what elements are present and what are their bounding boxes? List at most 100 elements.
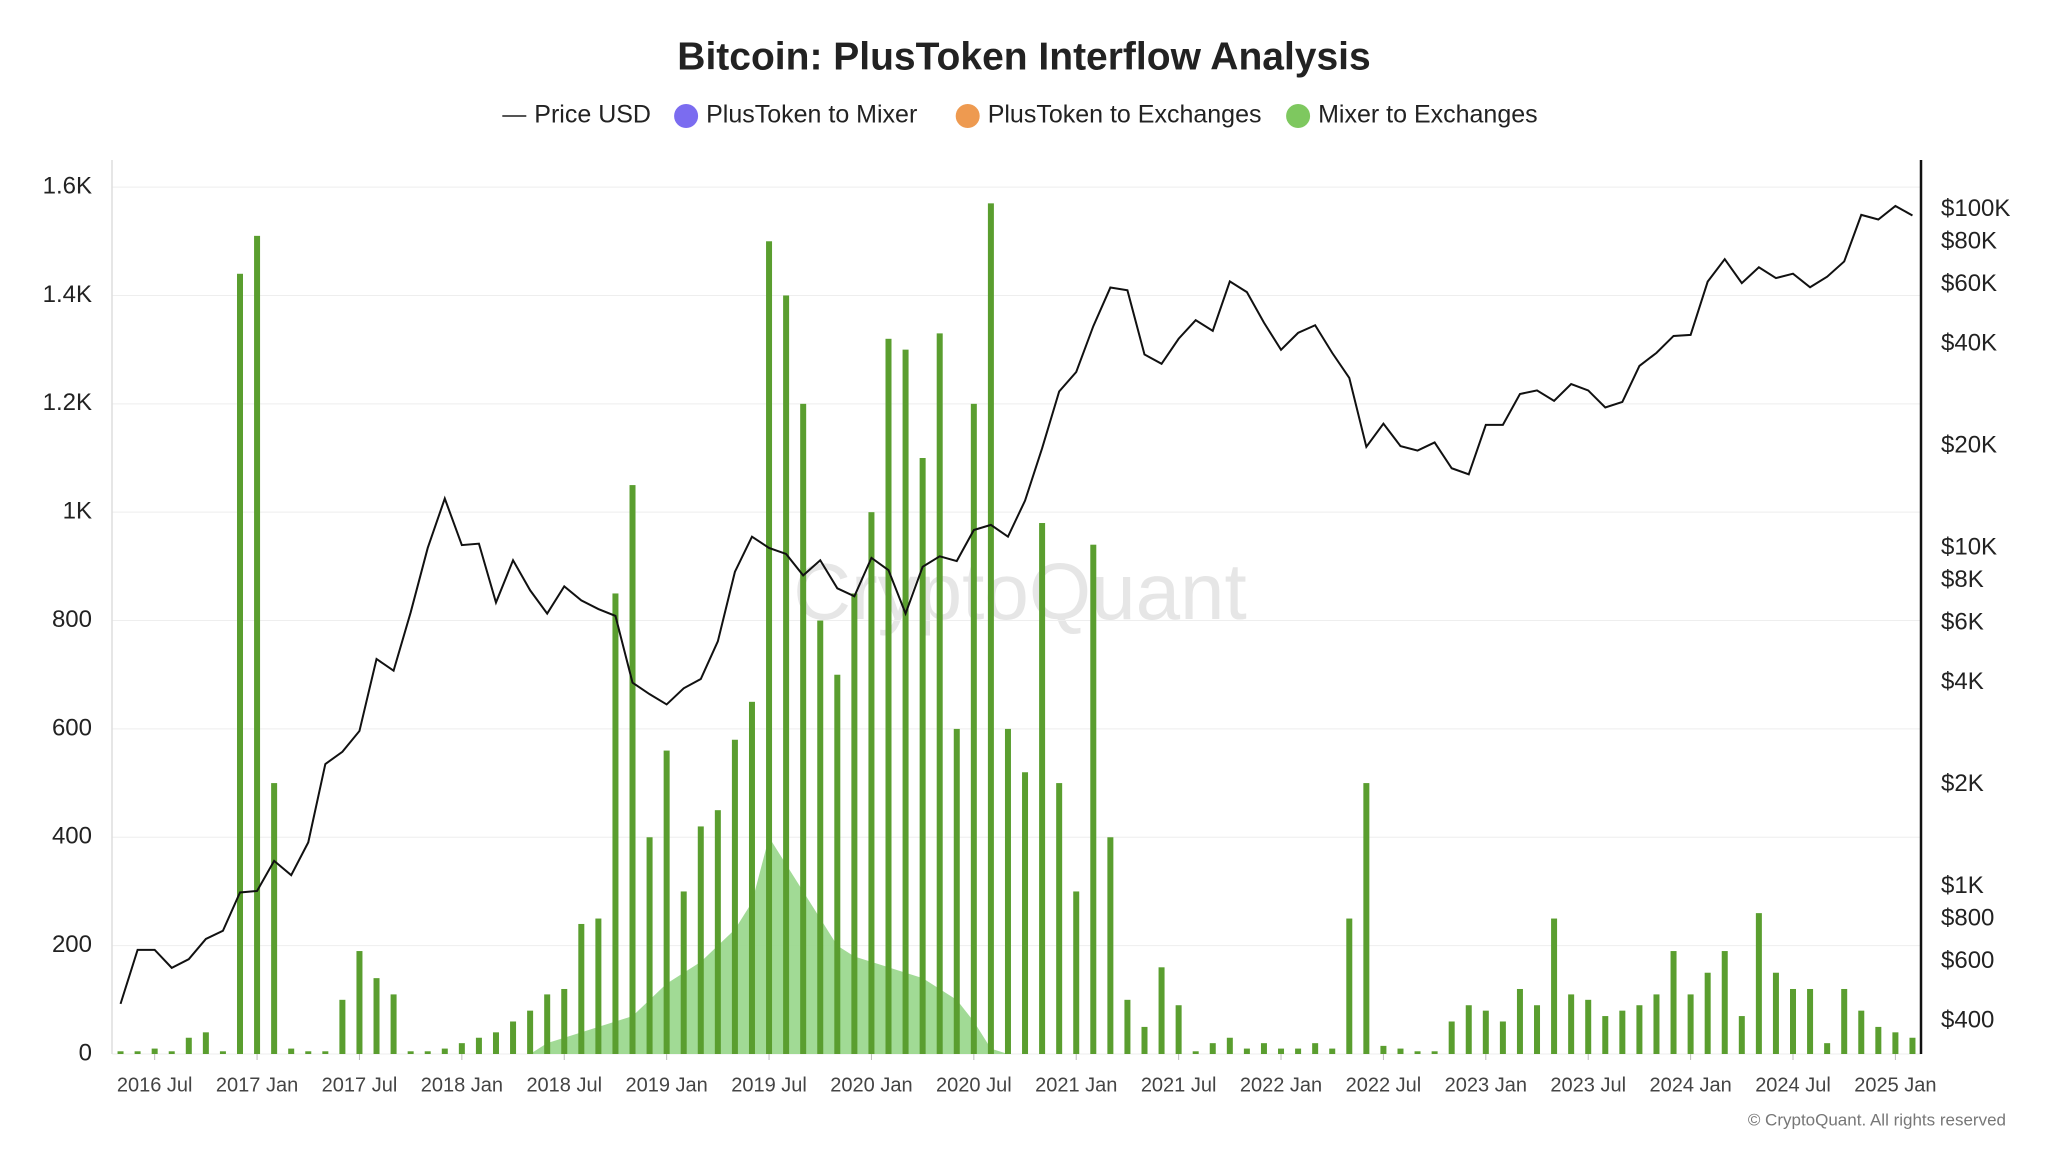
price-line	[119, 204, 1913, 1005]
y2-tick-label: $60K	[1941, 270, 1997, 297]
x-tick-label: 2023 Jul	[1550, 1074, 1626, 1096]
bar	[1260, 1043, 1267, 1054]
bar	[1039, 523, 1046, 1054]
bar	[339, 999, 346, 1054]
bar	[953, 728, 960, 1054]
y-tick-label: 1.6K	[43, 172, 92, 199]
watermark: CryptoQuant	[793, 547, 1247, 636]
x-tick-label: 2017 Jul	[322, 1074, 398, 1096]
bar	[1653, 994, 1660, 1054]
bar	[1721, 951, 1728, 1054]
y2-tick-label: $10K	[1941, 533, 1997, 560]
legend-marker	[955, 104, 980, 128]
bar	[407, 1051, 414, 1054]
bar	[748, 701, 755, 1054]
bar	[458, 1043, 465, 1054]
bar	[492, 1032, 499, 1054]
bar	[783, 295, 790, 1054]
bar	[1346, 918, 1353, 1054]
bar	[475, 1037, 482, 1054]
bar	[868, 512, 875, 1054]
bar	[1431, 1051, 1438, 1054]
bar	[373, 978, 380, 1054]
bar	[544, 994, 551, 1054]
bar	[1209, 1043, 1216, 1054]
bar	[766, 241, 773, 1055]
bar	[1670, 951, 1677, 1054]
bar	[1380, 1045, 1387, 1054]
bar	[185, 1037, 192, 1054]
bar	[236, 273, 243, 1054]
chart-title: Bitcoin: PlusToken Interflow Analysis	[677, 35, 1370, 78]
bar	[271, 783, 278, 1054]
bar	[1772, 972, 1779, 1054]
x-tick-label: 2020 Jul	[936, 1074, 1012, 1096]
bar	[731, 739, 738, 1054]
y2-tick-label: $100K	[1941, 195, 2010, 222]
y2-tick-label: $800	[1941, 905, 1994, 932]
x-tick-label: 2024 Jan	[1649, 1074, 1731, 1096]
legend-marker	[674, 104, 699, 128]
bar	[646, 837, 653, 1054]
bar	[424, 1051, 431, 1054]
bar	[1363, 783, 1370, 1054]
bar	[510, 1021, 517, 1054]
bar	[1295, 1048, 1302, 1054]
bar	[1192, 1051, 1199, 1054]
bar	[151, 1048, 158, 1054]
bar	[1158, 967, 1165, 1054]
y2-tick-label: $600	[1941, 947, 1994, 974]
bar	[902, 349, 909, 1054]
bar	[936, 333, 943, 1054]
y-tick-label: 1.4K	[43, 281, 92, 308]
bar	[1056, 783, 1063, 1054]
bar	[1807, 988, 1814, 1054]
bar	[1516, 988, 1523, 1054]
bar	[1790, 988, 1797, 1054]
x-tick-label: 2021 Jan	[1035, 1074, 1117, 1096]
y-tick-label: 400	[52, 823, 92, 850]
bar	[1175, 1005, 1182, 1054]
bar	[1124, 999, 1131, 1054]
bar	[441, 1048, 448, 1054]
bar	[714, 810, 721, 1054]
x-tick-label: 2025 Jan	[1854, 1074, 1936, 1096]
y-tick-label: 600	[52, 714, 92, 741]
y-tick-label: 0	[79, 1039, 92, 1066]
legend-label: PlusToken to Exchanges	[988, 101, 1262, 129]
bar	[117, 1051, 124, 1054]
y2-tick-label: $8K	[1941, 566, 1984, 593]
bar	[800, 403, 807, 1054]
bar	[680, 891, 687, 1054]
bar	[1414, 1051, 1421, 1054]
bar	[970, 403, 977, 1054]
x-tick-label: 2020 Jan	[830, 1074, 912, 1096]
bar	[1738, 1016, 1745, 1054]
x-tick-label: 2016 Jul	[117, 1074, 193, 1096]
bar	[1755, 913, 1762, 1054]
bar	[1448, 1021, 1455, 1054]
x-tick-label: 2024 Jul	[1755, 1074, 1831, 1096]
bar	[1704, 972, 1711, 1054]
bar	[1687, 994, 1694, 1054]
bar	[254, 235, 261, 1054]
x-tick-label: 2023 Jan	[1445, 1074, 1527, 1096]
x-tick-label: 2017 Jan	[216, 1074, 298, 1096]
y-tick-label: 200	[52, 931, 92, 958]
y2-tick-label: $400	[1941, 1007, 1994, 1034]
legend-label: PlusToken to Mixer	[706, 101, 917, 129]
bar	[612, 593, 619, 1054]
bar	[595, 918, 602, 1054]
bar	[168, 1051, 175, 1054]
bar	[1909, 1037, 1916, 1054]
y2-tick-label: $4K	[1941, 668, 1984, 695]
bar	[1499, 1021, 1506, 1054]
bar	[1892, 1032, 1899, 1054]
bar	[919, 458, 926, 1054]
bar	[1841, 988, 1848, 1054]
x-tick-label: 2018 Jul	[526, 1074, 602, 1096]
y2-tick-label: $1K	[1941, 872, 1984, 899]
bar	[629, 485, 636, 1054]
